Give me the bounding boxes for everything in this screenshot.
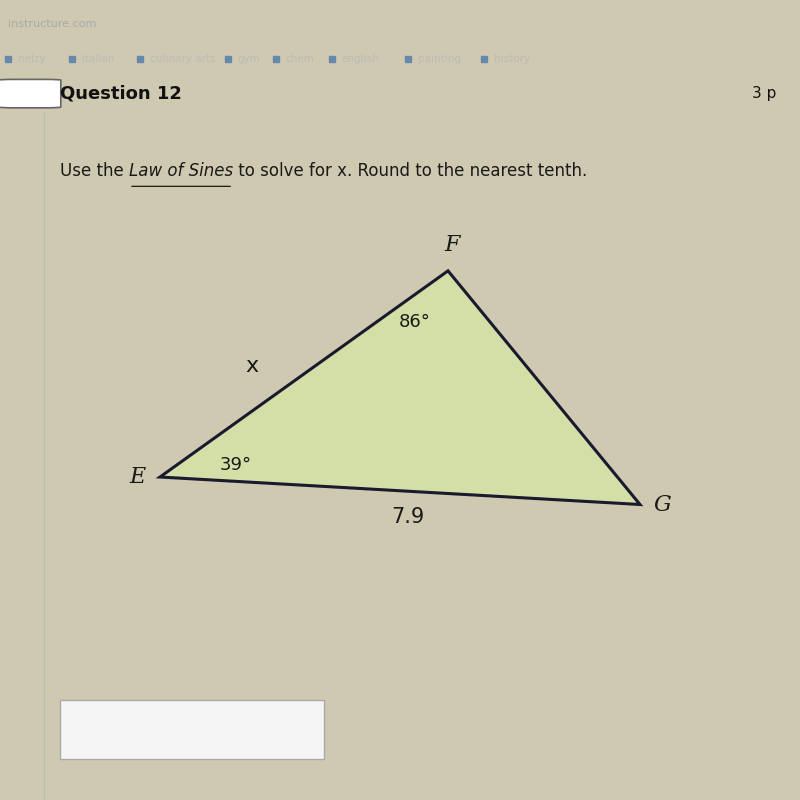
Text: english: english xyxy=(342,54,379,64)
Text: Question 12: Question 12 xyxy=(60,85,182,102)
Text: x: x xyxy=(246,356,258,376)
Text: F: F xyxy=(444,234,460,256)
Text: 3 p: 3 p xyxy=(752,86,776,101)
Text: painting: painting xyxy=(418,54,461,64)
FancyBboxPatch shape xyxy=(60,700,324,758)
Text: G: G xyxy=(654,494,671,515)
Text: gym: gym xyxy=(238,54,261,64)
Text: netry: netry xyxy=(18,54,46,64)
Polygon shape xyxy=(160,271,640,505)
Text: 39°: 39° xyxy=(220,456,252,474)
Text: 86°: 86° xyxy=(398,314,430,331)
Text: to solve for x. Round to the nearest tenth.: to solve for x. Round to the nearest ten… xyxy=(233,162,587,180)
Text: Law of Sines: Law of Sines xyxy=(129,162,233,180)
Text: Use the: Use the xyxy=(60,162,129,180)
Text: instructure.com: instructure.com xyxy=(8,19,96,30)
FancyBboxPatch shape xyxy=(0,79,61,108)
Text: culinary arts: culinary arts xyxy=(150,54,215,64)
Text: italian: italian xyxy=(82,54,114,64)
Text: chem: chem xyxy=(286,54,314,64)
Text: E: E xyxy=(130,466,146,488)
Text: 7.9: 7.9 xyxy=(391,507,425,527)
Text: history: history xyxy=(494,54,530,64)
